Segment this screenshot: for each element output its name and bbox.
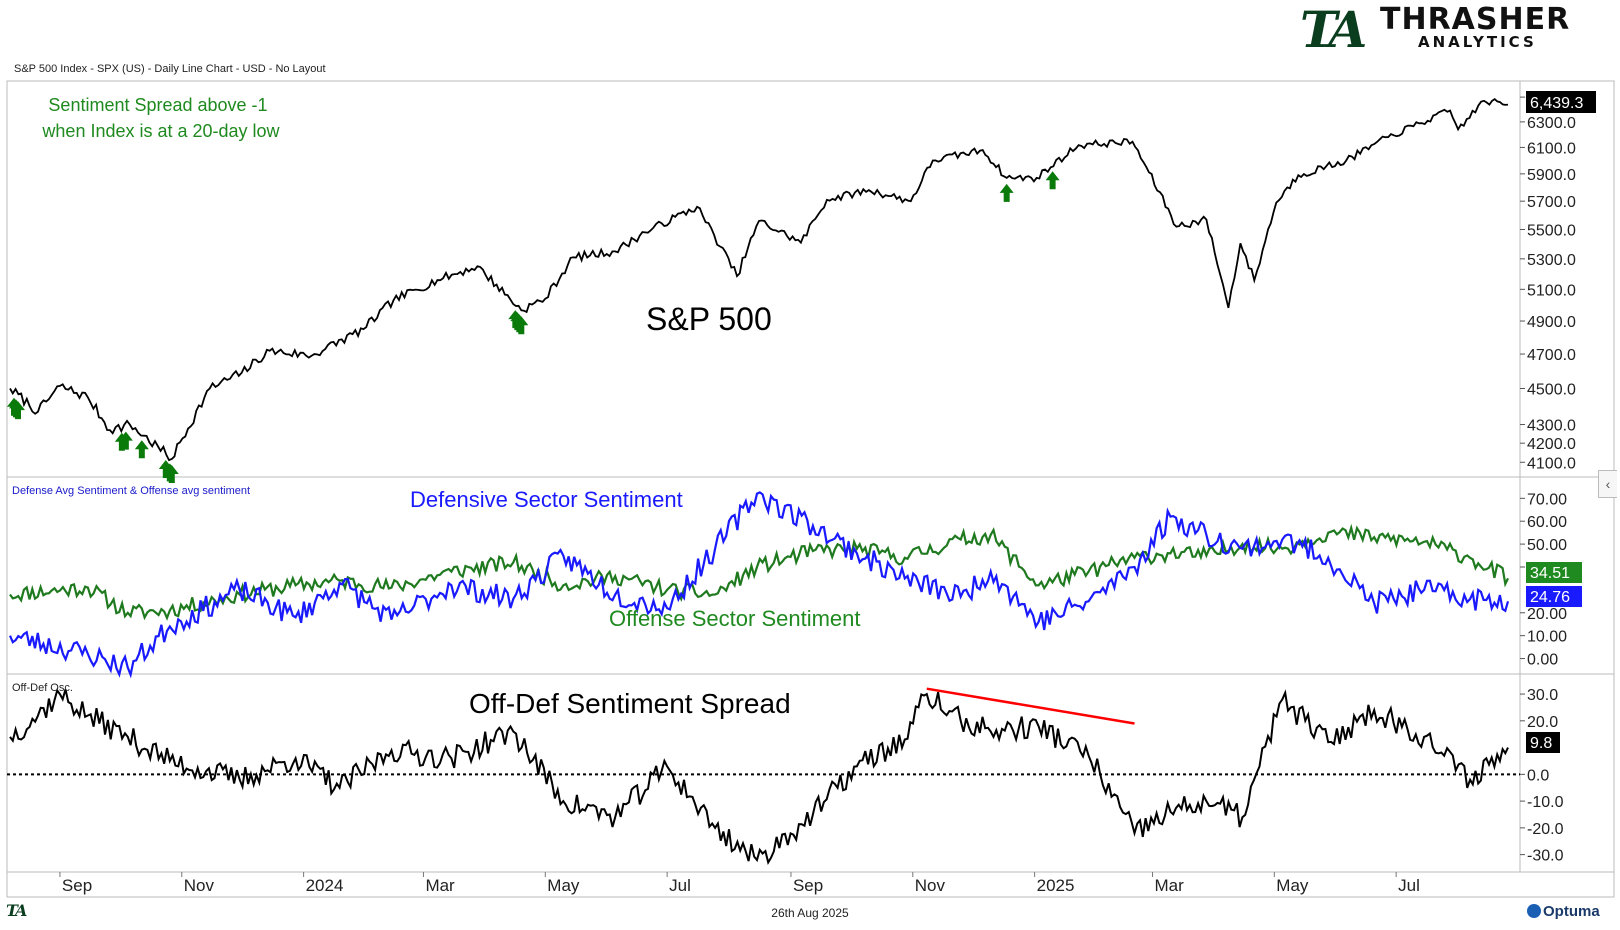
spread-trendline [926,687,1135,725]
thrasher-logo: TA THRASHER ANALYTICS [1300,0,1571,59]
up-arrow-icon [514,316,529,335]
defensive-annotation: Defensive Sector Sentiment [410,487,683,512]
x-axis-tick-label: Nov [184,876,215,895]
price-y-tick-label: 5100.0 [1527,282,1576,299]
chart-description: S&P 500 Index - SPX (US) - Daily Line Ch… [14,63,326,75]
x-axis-tick-label: Mar [1154,876,1184,895]
spread-y-tick-label: -20.0 [1527,821,1564,838]
x-axis-tick-label: 2025 [1037,876,1075,895]
sentiment-y-tick-label: 10.00 [1527,629,1567,646]
up-arrow-icon [134,440,149,459]
sentiment-y-tick-label: 70.00 [1527,491,1567,508]
optuma-label: Optuma [1543,903,1600,920]
spread-y-tick-label: 20.0 [1527,714,1558,731]
up-arrow-icon [164,464,179,483]
price-last-value: 6,439.3 [1530,95,1583,112]
up-arrow-icon [10,401,25,420]
x-axis-tick-label: Jul [1398,876,1420,895]
x-axis-tick-label: 2024 [306,876,344,895]
up-arrow-icon [118,431,133,450]
x-axis-tick-label: Sep [793,876,823,895]
x-axis-tick-label: Nov [915,876,946,895]
sentiment-panel-label: Defense Avg Sentiment & Offense avg sent… [12,485,250,497]
sentiment-y-tick-label: 20.00 [1527,606,1567,623]
logo-mark: TA [1300,0,1367,59]
up-arrow-icon [999,183,1014,202]
price-y-tick-label: 5900.0 [1527,167,1576,184]
sp500-price-line [9,97,1509,462]
price-y-tick-label: 4500.0 [1527,382,1576,399]
spread-y-tick-label: -10.0 [1527,794,1564,811]
up-arrow-icon [1045,171,1060,190]
spread-y-tick-label: 30.0 [1527,687,1558,704]
x-axis-tick-label: Jul [669,876,691,895]
price-last-badge-bg [1526,91,1596,113]
sentiment-y-tick-label: 50.00 [1527,537,1567,554]
x-axis-tick-label: Sep [62,876,92,895]
annotation-line-2: when Index is at a 20-day low [41,121,280,141]
price-y-tick-label: 4700.0 [1527,347,1576,364]
optuma-logo: Optuma [1527,903,1600,920]
sentiment-y-tick-label: 0.00 [1527,652,1558,669]
price-y-tick-label: 4300.0 [1527,418,1576,435]
spread-line [9,688,1509,865]
price-y-tick-label: 5700.0 [1527,194,1576,211]
price-y-tick-label: 5300.0 [1527,252,1576,269]
footer-logo-mark: TA [6,901,28,920]
defensive-sentiment-line [8,491,1510,679]
x-axis: Sep Nov 2024 Mar May Jul Sep Nov 2025 Mar May Jul [59,872,1420,895]
logo-subtitle: ANALYTICS [1418,33,1537,51]
x-axis-tick-label: Mar [425,876,455,895]
spread-last-badge-bg [1526,732,1560,753]
defensive-last-value: 24.76 [1530,589,1570,606]
defensive-last-badge-bg [1526,586,1582,607]
price-y-tick-label: 4900.0 [1527,314,1576,331]
x-axis-tick-label: May [547,876,580,895]
chevron-left-icon[interactable]: ‹ [1598,470,1617,498]
footer-date: 26th Aug 2025 [771,906,849,920]
price-y-tick-label: 5500.0 [1527,222,1576,239]
spread-last-value: 9.8 [1530,735,1552,752]
offense-sentiment-line [9,523,1509,621]
offense-annotation: Offense Sector Sentiment [609,606,861,631]
offense-last-badge-bg [1526,562,1582,583]
x-axis-tick-label: May [1276,876,1309,895]
price-y-tick-label: 6100.0 [1527,140,1576,157]
price-y-tick-label: 4100.0 [1527,455,1576,472]
price-panel-title: S&P 500 [646,301,772,337]
price-y-tick-label: 4200.0 [1527,436,1576,453]
spread-panel-title: Off-Def Sentiment Spread [469,688,791,719]
spread-panel-label: Off-Def Osc. [12,682,73,694]
optuma-icon [1527,904,1541,918]
spread-panel: -30.0 -20.0 -10.0 0.0 20.0 30.0 [9,687,1564,865]
spread-y-tick-label: 0.0 [1527,767,1549,784]
logo-name: THRASHER [1380,2,1571,37]
sentiment-y-tick-label: 60.00 [1527,514,1567,531]
annotation-line-1: Sentiment Spread above -1 [48,95,267,115]
price-y-tick-label: 6300.0 [1527,115,1576,132]
up-arrow-icon [114,432,129,451]
offense-last-value: 34.51 [1530,565,1570,582]
spread-y-tick-label: -30.0 [1527,848,1564,865]
